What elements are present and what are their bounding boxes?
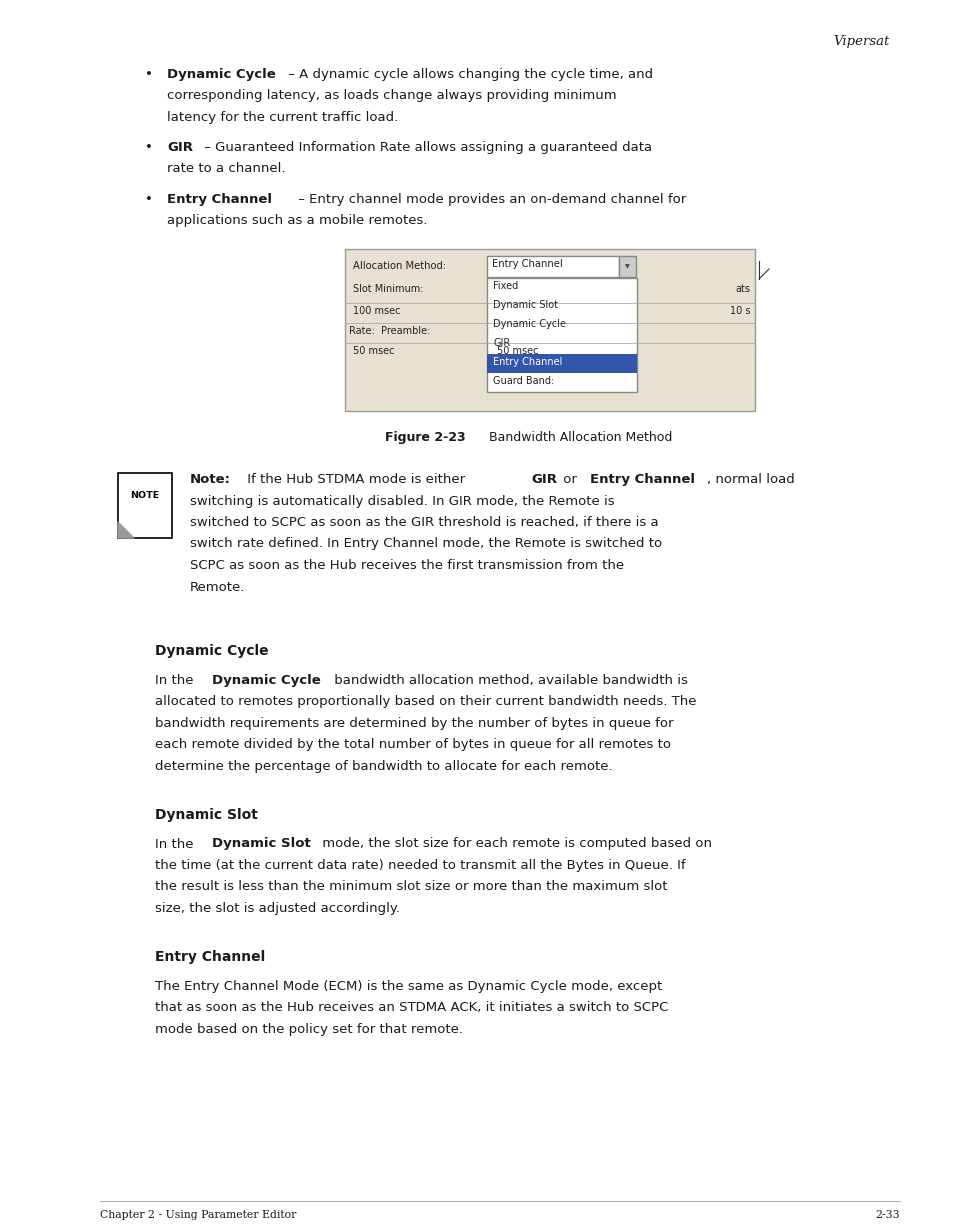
Text: – Entry channel mode provides an on-demand channel for: – Entry channel mode provides an on-dema… [294, 193, 685, 205]
Text: GIR: GIR [531, 472, 557, 486]
Text: switching is automatically disabled. In GIR mode, the Remote is: switching is automatically disabled. In … [190, 494, 614, 508]
Text: latency for the current traffic load.: latency for the current traffic load. [167, 110, 397, 124]
Text: Rate:  Preamble:: Rate: Preamble: [349, 326, 430, 336]
Bar [118, 472, 172, 537]
Text: Dynamic Cycle: Dynamic Cycle [167, 67, 275, 81]
Text: that as soon as the Hub receives an STDMA ACK, it initiates a switch to SCPC: that as soon as the Hub receives an STDM… [154, 1001, 668, 1015]
Text: switch rate defined. In Entry Channel mode, the Remote is switched to: switch rate defined. In Entry Channel mo… [190, 537, 661, 551]
Text: corresponding latency, as loads change always providing minimum: corresponding latency, as loads change a… [167, 90, 616, 103]
Text: applications such as a mobile remotes.: applications such as a mobile remotes. [167, 213, 427, 227]
Text: 10 s: 10 s [729, 306, 749, 315]
Text: Chapter 2 - Using Parameter Editor: Chapter 2 - Using Parameter Editor [100, 1210, 296, 1220]
Text: bandwidth requirements are determined by the number of bytes in queue for: bandwidth requirements are determined by… [154, 717, 673, 730]
Text: Dynamic Cycle: Dynamic Cycle [154, 644, 269, 658]
Bar [345, 249, 754, 411]
Text: Dynamic Slot: Dynamic Slot [154, 809, 257, 822]
Text: allocated to remotes proportionally based on their current bandwidth needs. The: allocated to remotes proportionally base… [154, 694, 696, 708]
Text: switched to SCPC as soon as the GIR threshold is reached, if there is a: switched to SCPC as soon as the GIR thre… [190, 517, 658, 529]
Text: 2-33: 2-33 [875, 1210, 899, 1220]
Text: – A dynamic cycle allows changing the cycle time, and: – A dynamic cycle allows changing the cy… [284, 67, 653, 81]
Text: mode based on the policy set for that remote.: mode based on the policy set for that re… [154, 1023, 462, 1036]
Text: determine the percentage of bandwidth to allocate for each remote.: determine the percentage of bandwidth to… [154, 760, 612, 773]
Text: Entry Channel: Entry Channel [154, 951, 265, 964]
Text: NOTE: NOTE [131, 491, 159, 499]
Text: Dynamic Cycle: Dynamic Cycle [213, 674, 321, 686]
Bar [618, 256, 636, 277]
Text: Entry Channel: Entry Channel [492, 259, 562, 269]
Text: SCPC as soon as the Hub receives the first transmission from the: SCPC as soon as the Hub receives the fir… [190, 560, 623, 572]
Text: ats: ats [734, 283, 749, 294]
Text: 50 msec: 50 msec [353, 346, 395, 356]
Text: the time (at the current data rate) needed to transmit all the Bytes in Queue. I: the time (at the current data rate) need… [154, 859, 685, 872]
Text: Vipersat: Vipersat [833, 36, 889, 48]
Text: If the Hub STDMA mode is either: If the Hub STDMA mode is either [243, 472, 469, 486]
Text: In the: In the [154, 838, 197, 850]
Text: Remote.: Remote. [190, 580, 245, 594]
Text: Slot Minimum:: Slot Minimum: [353, 283, 423, 294]
Text: 50 msec: 50 msec [497, 346, 537, 356]
Text: •: • [145, 67, 152, 81]
Text: The Entry Channel Mode (ECM) is the same as Dynamic Cycle mode, except: The Entry Channel Mode (ECM) is the same… [154, 980, 661, 993]
Bar [486, 355, 637, 373]
Bar [486, 256, 618, 277]
Text: Entry Channel: Entry Channel [167, 193, 272, 205]
Text: Guard Band:: Guard Band: [493, 377, 554, 387]
Text: GIR: GIR [493, 339, 510, 348]
Text: the result is less than the minimum slot size or more than the maximum slot: the result is less than the minimum slot… [154, 881, 667, 893]
Text: mode, the slot size for each remote is computed based on: mode, the slot size for each remote is c… [318, 838, 712, 850]
Text: Entry Channel: Entry Channel [589, 472, 695, 486]
Text: Dynamic Slot: Dynamic Slot [213, 838, 311, 850]
Text: rate to a channel.: rate to a channel. [167, 162, 285, 175]
Text: Dynamic Slot: Dynamic Slot [493, 301, 558, 310]
Text: •: • [145, 193, 152, 205]
Text: Dynamic Cycle: Dynamic Cycle [493, 319, 565, 330]
Text: 100 msec: 100 msec [353, 306, 400, 315]
Text: ▼: ▼ [624, 264, 629, 269]
Text: GIR: GIR [167, 141, 193, 155]
Text: Entry Channel: Entry Channel [493, 357, 561, 368]
Text: , normal load: , normal load [706, 472, 794, 486]
Text: bandwidth allocation method, available bandwidth is: bandwidth allocation method, available b… [330, 674, 687, 686]
Polygon shape [118, 521, 133, 537]
Text: In the: In the [154, 674, 197, 686]
Text: Note:: Note: [190, 472, 231, 486]
Text: •: • [145, 141, 152, 155]
Text: size, the slot is adjusted accordingly.: size, the slot is adjusted accordingly. [154, 902, 399, 915]
Text: – Guaranteed Information Rate allows assigning a guaranteed data: – Guaranteed Information Rate allows ass… [200, 141, 652, 155]
Text: Allocation Method:: Allocation Method: [353, 261, 446, 271]
Bar [486, 279, 637, 391]
Text: each remote divided by the total number of bytes in queue for all remotes to: each remote divided by the total number … [154, 737, 670, 751]
Text: Bandwidth Allocation Method: Bandwidth Allocation Method [476, 431, 672, 444]
Text: Figure 2-23: Figure 2-23 [385, 431, 465, 444]
Text: Fixed: Fixed [493, 281, 517, 292]
Text: or: or [558, 472, 580, 486]
